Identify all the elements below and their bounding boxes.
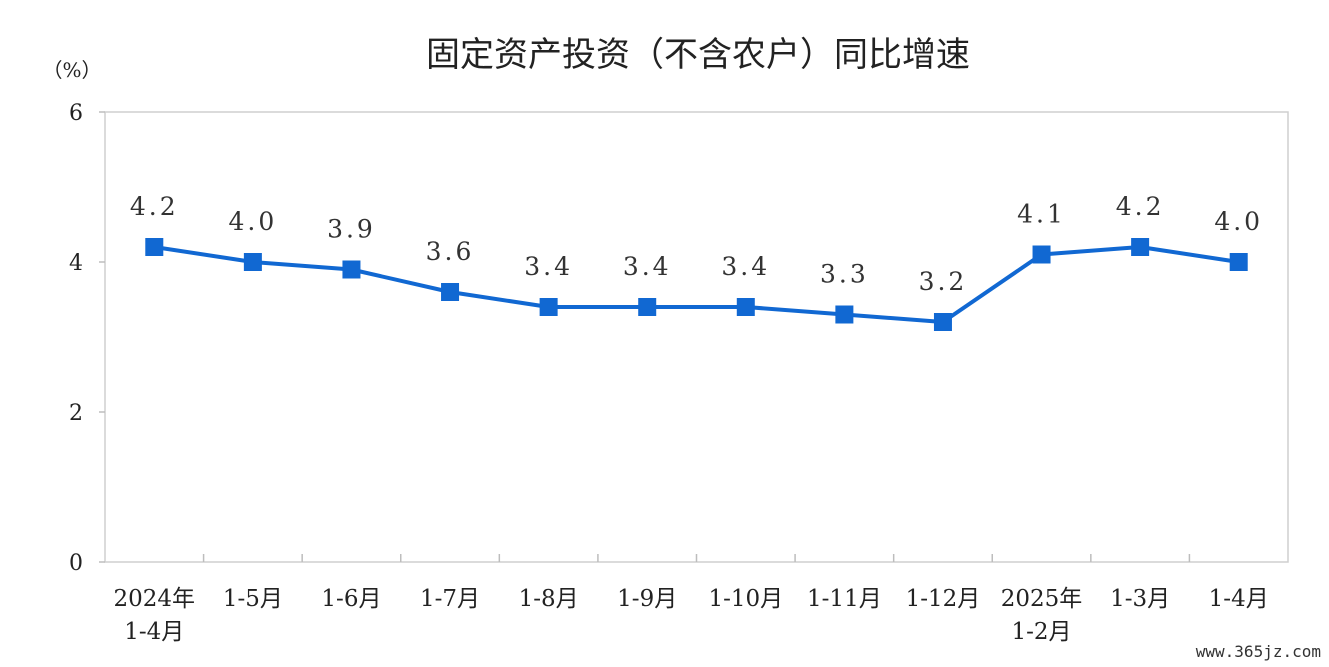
data-label: 4.0 — [228, 207, 277, 236]
data-point-marker — [1131, 238, 1150, 256]
data-label: 4.2 — [1116, 192, 1165, 221]
x-tick-label: 1-8月 — [519, 586, 579, 612]
x-tick-label: 1-6月 — [321, 586, 381, 612]
data-label: 3.3 — [820, 260, 869, 289]
x-tick-label: 1-5月 — [223, 586, 283, 612]
x-tick-label: 1-3月 — [1110, 586, 1170, 612]
data-point-marker — [736, 298, 755, 316]
data-point-marker — [243, 253, 262, 271]
data-label: 3.4 — [721, 252, 770, 281]
chart-title: 固定资产投资（不含农户）同比增速 — [426, 35, 970, 75]
data-point-marker — [145, 238, 164, 256]
plot-area-frame — [104, 111, 1289, 563]
data-label: 3.4 — [623, 252, 672, 281]
data-point-marker — [539, 298, 558, 316]
data-label: 3.9 — [327, 215, 376, 244]
data-label: 3.4 — [524, 252, 573, 281]
x-tick-label: 1-9月 — [617, 586, 677, 612]
y-tick-label: 6 — [69, 101, 83, 126]
data-point-marker — [638, 298, 657, 316]
data-point-marker — [1032, 245, 1051, 264]
y-tick-label: 2 — [69, 401, 83, 426]
data-point-marker — [342, 260, 361, 279]
x-tick-label: 1-4月 — [124, 619, 184, 645]
data-label: 3.6 — [426, 237, 475, 266]
data-label: 4.0 — [1214, 207, 1263, 236]
data-point-marker — [835, 305, 854, 324]
x-tick-label: 2025年 — [1001, 586, 1083, 612]
x-tick-label: 1-10月 — [708, 586, 783, 612]
watermark: www.365jz.com — [1196, 642, 1321, 661]
data-point-marker — [441, 283, 460, 301]
data-label: 3.2 — [919, 267, 968, 296]
y-tick-label: 0 — [69, 551, 83, 576]
x-tick-label: 1-7月 — [420, 586, 480, 612]
x-tick-label: 1-4月 — [1209, 586, 1269, 612]
x-tick-label: 1-11月 — [807, 586, 882, 612]
data-label: 4.2 — [130, 192, 179, 221]
y-tick-label: 4 — [69, 251, 83, 276]
x-tick-label: 2024年 — [114, 586, 196, 612]
data-label: 4.1 — [1017, 200, 1066, 229]
series-line — [153, 245, 1240, 324]
y-axis-unit: （%） — [42, 58, 101, 82]
data-point-marker — [1229, 253, 1248, 271]
x-tick-label: 1-12月 — [906, 586, 981, 612]
x-tick-label: 1-2月 — [1012, 619, 1072, 645]
data-point-marker — [933, 313, 952, 331]
